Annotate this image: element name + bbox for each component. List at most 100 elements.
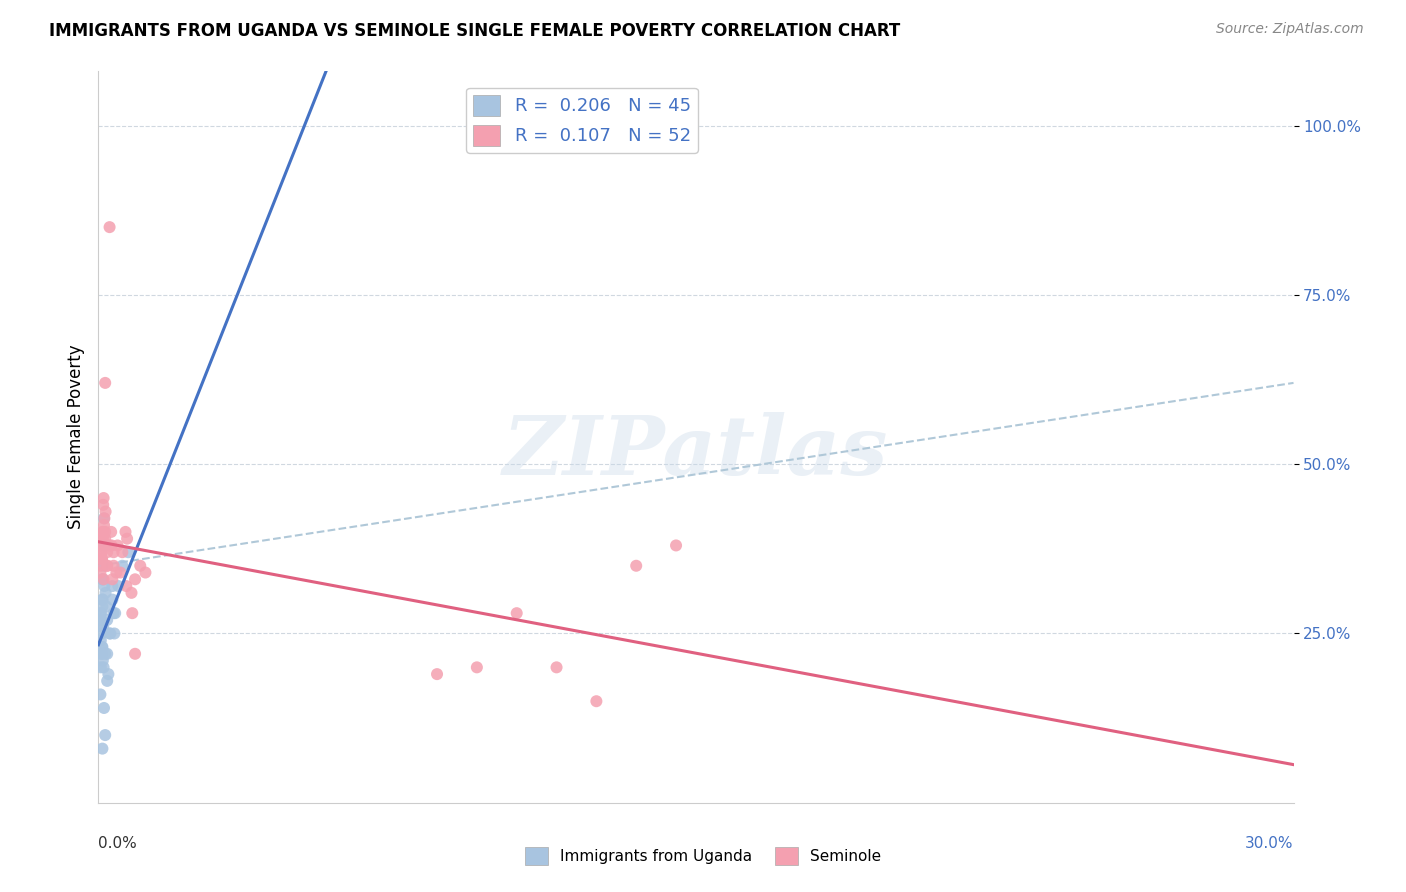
Text: 30.0%: 30.0%: [1246, 836, 1294, 851]
Point: [89, 606, 111, 620]
Point: [94, 586, 117, 600]
Point: [94, 538, 117, 552]
Point: [90, 613, 112, 627]
Point: [506, 606, 529, 620]
Point: [94, 376, 117, 390]
Point: [665, 538, 688, 552]
Point: [91, 552, 114, 566]
Point: [90, 552, 112, 566]
Point: [91, 640, 114, 654]
Text: 0.0%: 0.0%: [98, 836, 138, 851]
Point: [91, 640, 114, 654]
Point: [91, 592, 114, 607]
Point: [93, 701, 115, 715]
Point: [626, 558, 648, 573]
Point: [585, 694, 607, 708]
Point: [97, 667, 120, 681]
Point: [94, 505, 117, 519]
Text: IMMIGRANTS FROM UGANDA VS SEMINOLE SINGLE FEMALE POVERTY CORRELATION CHART: IMMIGRANTS FROM UGANDA VS SEMINOLE SINGL…: [49, 22, 900, 40]
Point: [91, 532, 114, 546]
Point: [90, 626, 112, 640]
Point: [103, 626, 125, 640]
Point: [91, 647, 114, 661]
Point: [104, 606, 127, 620]
Point: [115, 579, 138, 593]
Point: [101, 592, 124, 607]
Point: [94, 728, 117, 742]
Point: [96, 613, 118, 627]
Point: [124, 572, 146, 586]
Point: [93, 579, 115, 593]
Point: [115, 532, 138, 546]
Point: [91, 552, 114, 566]
Point: [107, 538, 129, 552]
Point: [89, 538, 111, 552]
Point: [426, 667, 449, 681]
Point: [90, 647, 112, 661]
Point: [110, 566, 132, 580]
Point: [90, 538, 112, 552]
Point: [93, 491, 115, 505]
Point: [96, 599, 118, 614]
Point: [91, 532, 114, 546]
Point: [90, 545, 112, 559]
Point: [91, 654, 114, 668]
Point: [124, 647, 146, 661]
Point: [93, 518, 115, 533]
Point: [121, 586, 143, 600]
Point: [90, 633, 112, 648]
Point: [105, 566, 128, 580]
Point: [89, 566, 111, 580]
Point: [465, 660, 488, 674]
Point: [91, 592, 114, 607]
Point: [94, 647, 117, 661]
Point: [111, 545, 134, 559]
Point: [90, 613, 112, 627]
Text: ZIPatlas: ZIPatlas: [503, 412, 889, 491]
Point: [107, 579, 129, 593]
Point: [90, 545, 112, 559]
Point: [129, 558, 152, 573]
Point: [103, 606, 125, 620]
Legend: R =  0.206   N = 45, R =  0.107   N = 52: R = 0.206 N = 45, R = 0.107 N = 52: [465, 87, 697, 153]
Point: [91, 572, 114, 586]
Point: [93, 511, 115, 525]
Point: [89, 688, 111, 702]
Point: [134, 566, 156, 580]
Point: [91, 741, 114, 756]
Point: [121, 606, 143, 620]
Point: [103, 545, 125, 559]
Point: [96, 558, 118, 573]
Point: [96, 545, 118, 559]
Point: [101, 572, 124, 586]
Legend: Immigrants from Uganda, Seminole: Immigrants from Uganda, Seminole: [519, 841, 887, 871]
Point: [96, 647, 118, 661]
Point: [98, 626, 121, 640]
Point: [91, 498, 114, 512]
Point: [91, 620, 114, 634]
Point: [89, 558, 111, 573]
Point: [96, 558, 118, 573]
Point: [90, 606, 112, 620]
Point: [100, 524, 122, 539]
Point: [93, 558, 115, 573]
Point: [90, 620, 112, 634]
Point: [91, 524, 114, 539]
Point: [90, 660, 112, 674]
Point: [94, 532, 117, 546]
Point: [100, 538, 122, 552]
Point: [93, 660, 115, 674]
Point: [96, 673, 118, 688]
Y-axis label: Single Female Poverty: Single Female Poverty: [66, 345, 84, 529]
Point: [94, 524, 117, 539]
Point: [91, 572, 114, 586]
Point: [98, 220, 121, 235]
Point: [91, 599, 114, 614]
Point: [546, 660, 568, 674]
Point: [117, 545, 139, 559]
Point: [98, 626, 122, 640]
Point: [103, 558, 125, 573]
Point: [93, 572, 115, 586]
Point: [98, 538, 121, 552]
Point: [101, 579, 124, 593]
